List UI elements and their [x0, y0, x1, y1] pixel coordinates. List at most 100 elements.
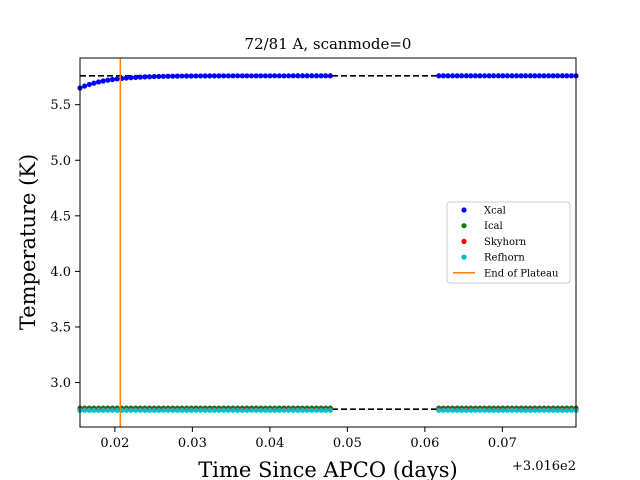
x-tick-label: 0.03	[178, 436, 207, 451]
legend-item-xcal: Xcal	[461, 206, 506, 217]
y-tick-label: 3.5	[50, 320, 71, 335]
data-point-refhorn	[486, 407, 492, 413]
data-point-refhorn	[160, 407, 167, 413]
data-point-xcal	[313, 73, 320, 79]
data-point-refhorn	[100, 407, 106, 413]
data-point-refhorn	[123, 407, 129, 413]
data-point-refhorn	[86, 407, 92, 413]
data-point-xcal	[151, 73, 157, 80]
legend-marker	[461, 207, 467, 213]
data-point-xcal	[513, 73, 520, 79]
data-point-xcal	[193, 73, 199, 79]
data-point-refhorn	[463, 407, 469, 413]
data-point-xcal	[509, 73, 515, 79]
data-point-refhorn	[193, 407, 199, 413]
data-point-refhorn	[221, 407, 227, 413]
y-tick-label: 4.0	[50, 265, 71, 280]
data-point-xcal	[258, 73, 264, 79]
data-point-refhorn	[133, 407, 139, 413]
data-point-refhorn	[313, 407, 320, 413]
data-point-xcal	[295, 73, 301, 79]
data-point-xcal	[142, 74, 148, 80]
data-point-refhorn	[156, 407, 162, 413]
data-point-xcal	[100, 78, 106, 84]
legend-label: Xcal	[484, 206, 506, 217]
data-point-xcal	[532, 73, 538, 79]
data-point-refhorn	[509, 407, 515, 413]
data-point-refhorn	[477, 407, 483, 413]
data-point-refhorn	[559, 407, 565, 413]
data-point-xcal	[211, 73, 218, 79]
y-axis: 3.0 3.5 4.0 4.5 5.0 5.5	[50, 98, 80, 391]
x-tick-label: 0.04	[255, 436, 284, 451]
data-point-refhorn	[459, 407, 465, 413]
data-point-refhorn	[449, 407, 456, 413]
data-point-xcal	[133, 74, 139, 80]
data-point-refhorn	[248, 407, 255, 413]
legend-item-end-of-plateau: End of Plateau	[453, 268, 559, 279]
data-point-refhorn	[440, 407, 446, 413]
data-point-xcal	[207, 73, 213, 79]
legend-label: Skyhorn	[484, 237, 527, 248]
data-point-xcal	[500, 73, 506, 79]
data-point-xcal	[281, 73, 287, 79]
data-point-xcal	[463, 73, 469, 79]
data-point-refhorn	[114, 407, 120, 413]
x-axis-label: Time Since APCO (days)	[198, 458, 457, 480]
data-point-refhorn	[286, 407, 292, 413]
data-point-refhorn	[513, 407, 520, 413]
data-point-refhorn	[555, 407, 561, 413]
data-point-refhorn	[304, 407, 310, 413]
data-point-refhorn	[239, 407, 245, 413]
data-point-refhorn	[82, 407, 88, 413]
data-point-refhorn	[179, 407, 185, 413]
data-point-refhorn	[258, 407, 264, 413]
data-point-xcal	[114, 76, 120, 82]
data-point-refhorn	[207, 407, 213, 413]
data-point-xcal	[267, 73, 273, 79]
data-point-xcal	[272, 73, 278, 79]
y-tick-label: 5.5	[50, 98, 71, 113]
data-point-xcal	[486, 73, 492, 79]
x-tick-label: 0.02	[100, 436, 129, 451]
data-point-xcal	[123, 75, 129, 81]
data-point-xcal	[518, 73, 524, 79]
data-point-xcal	[327, 73, 333, 79]
x-tick-label: 0.06	[410, 436, 439, 451]
legend-marker	[461, 254, 467, 260]
data-point-xcal	[445, 73, 451, 79]
data-point-refhorn	[170, 407, 176, 413]
data-point-refhorn	[216, 407, 222, 413]
data-point-xcal	[253, 73, 259, 79]
data-point-refhorn	[151, 407, 157, 413]
data-point-refhorn	[276, 407, 282, 413]
data-point-xcal	[128, 75, 134, 81]
data-point-xcal	[309, 73, 315, 79]
data-point-refhorn	[235, 407, 241, 413]
data-point-refhorn	[541, 407, 547, 413]
data-point-xcal	[244, 73, 250, 79]
data-point-xcal	[436, 73, 442, 79]
data-point-refhorn	[491, 407, 497, 413]
data-point-refhorn	[128, 407, 134, 413]
data-point-refhorn	[500, 407, 506, 413]
legend-marker	[461, 238, 467, 244]
data-point-xcal	[248, 73, 255, 79]
legend-item-skyhorn: Skyhorn	[461, 237, 527, 248]
data-point-xcal	[235, 73, 241, 79]
data-point-xcal	[86, 81, 92, 88]
data-point-refhorn	[309, 407, 315, 413]
legend-label: End of Plateau	[484, 268, 559, 279]
data-point-xcal	[454, 73, 460, 79]
legend-box	[446, 201, 571, 284]
data-point-refhorn	[545, 407, 552, 413]
data-point-xcal	[449, 73, 456, 79]
data-point-xcal	[137, 74, 143, 80]
series-refhorn	[77, 407, 579, 413]
data-point-refhorn	[188, 407, 194, 413]
data-point-xcal	[299, 73, 306, 79]
y-tick-label: 3.0	[50, 376, 71, 391]
data-point-refhorn	[211, 407, 218, 413]
data-point-xcal	[197, 73, 204, 79]
data-point-xcal	[481, 73, 488, 79]
